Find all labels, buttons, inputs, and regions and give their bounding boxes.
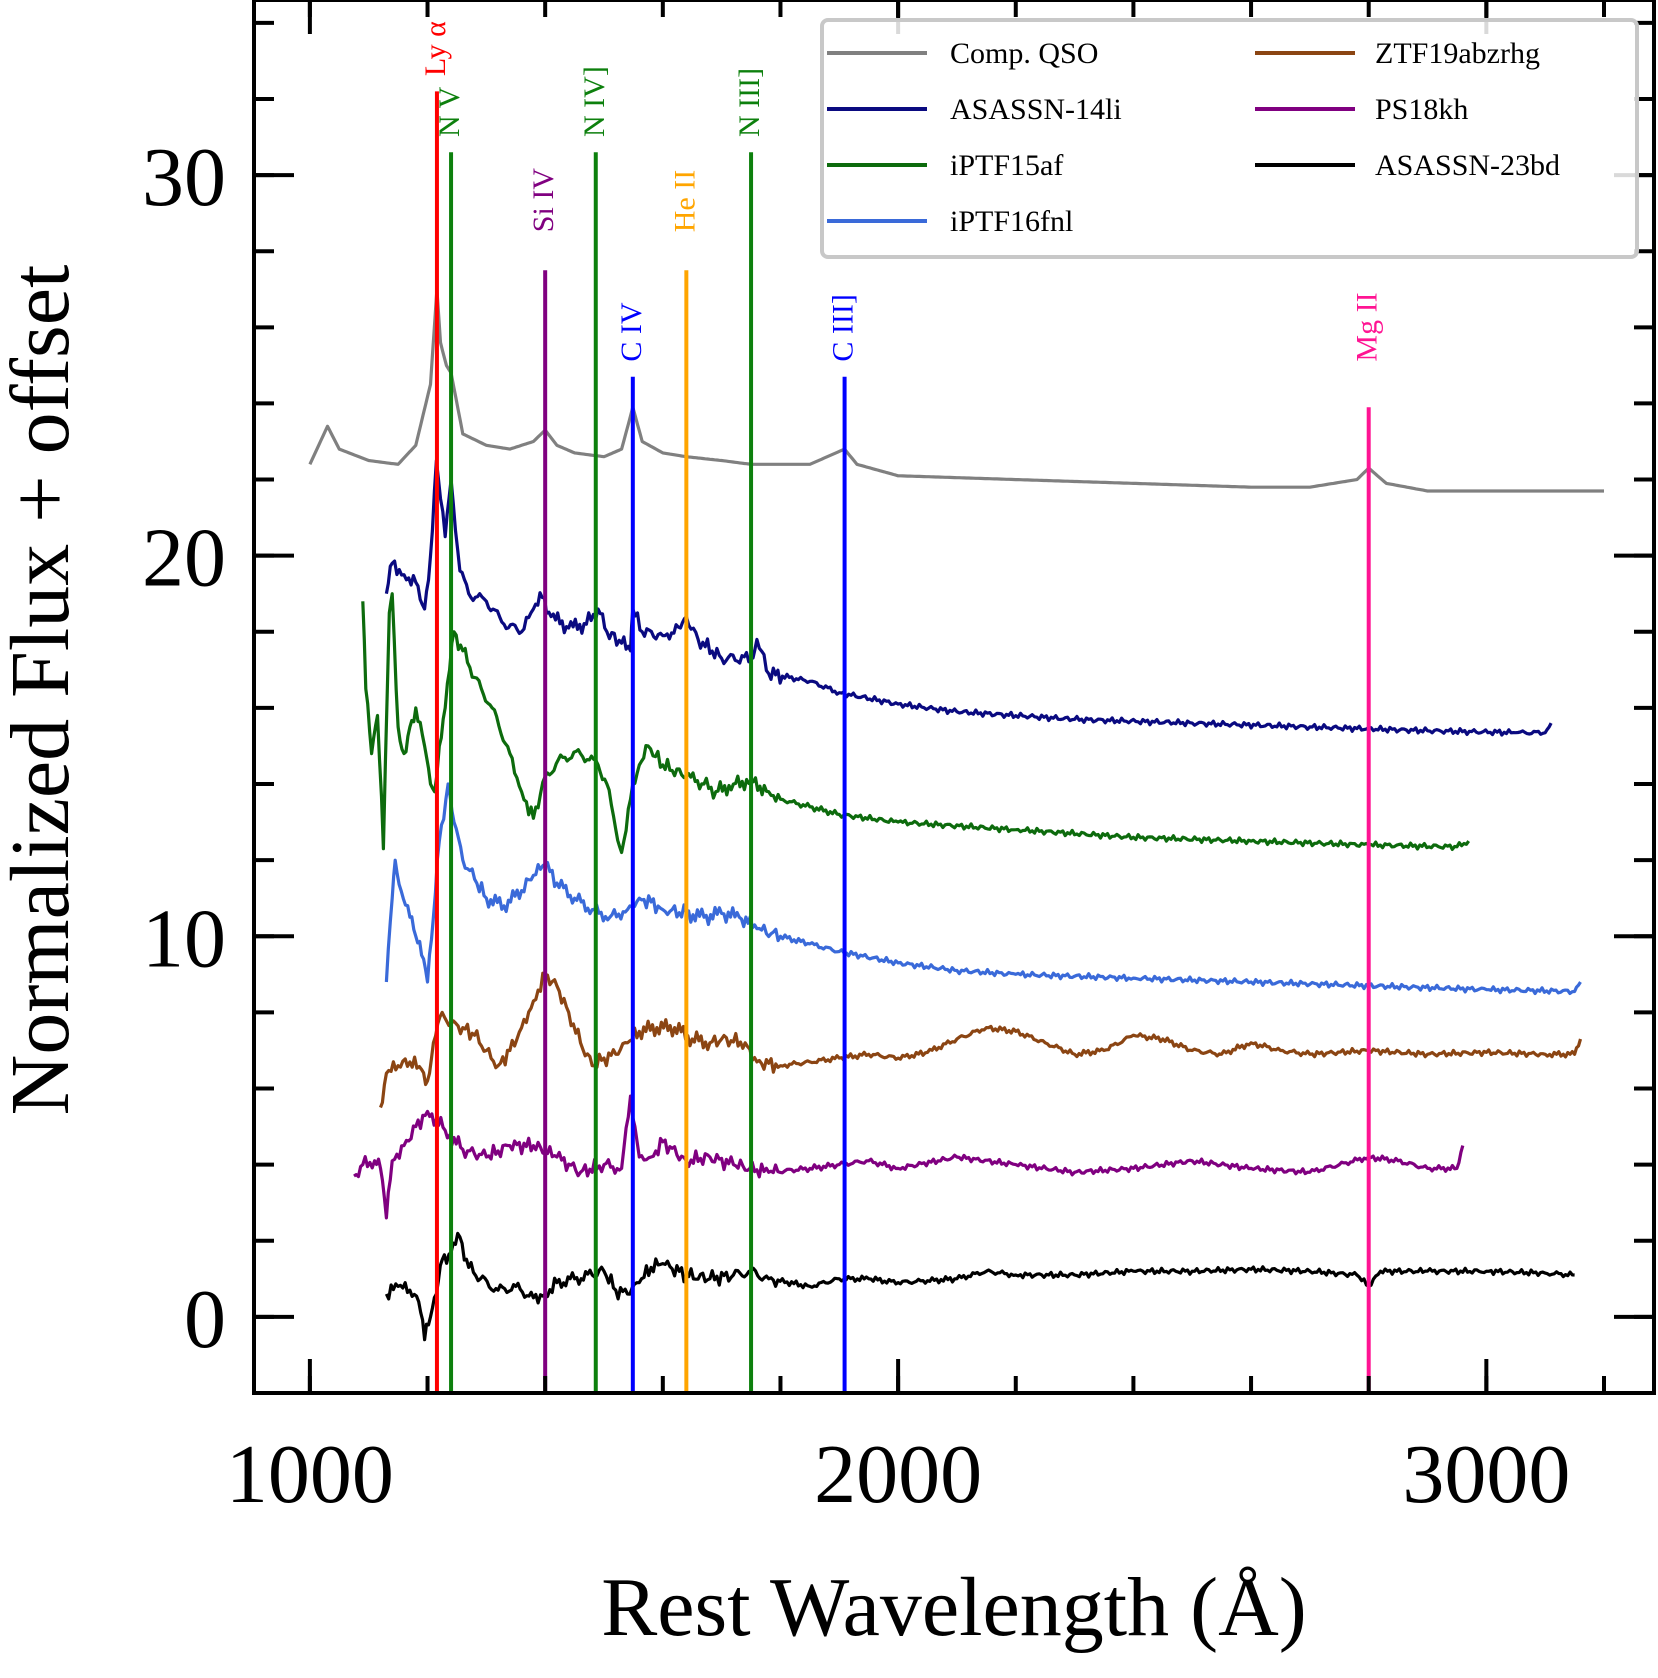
plot-frame: [252, 0, 1656, 1395]
legend-label: ZTF19abzrhg: [1375, 37, 1540, 70]
emission-lines-layer: Ly α N V Si IV N IV] C IV He II N III] C III] Mg…: [419, 21, 1384, 1393]
series-line: [379, 971, 1583, 1109]
legend-label: ASASSN-23bd: [1375, 149, 1560, 182]
y-tick-label: 20: [142, 512, 226, 605]
legend-entry: Comp. QSO: [827, 37, 1098, 70]
emission-line-label: He II: [668, 170, 701, 232]
series-line: [308, 287, 1604, 493]
emission-line-label: N IV]: [578, 66, 611, 137]
series-line: [384, 1231, 1575, 1342]
emission-line-label: Ly α: [419, 21, 452, 76]
legend: Comp. QSO ASASSN-14li iPTF15af iPTF16fnl…: [820, 18, 1639, 259]
y-tick-label: 0: [184, 1273, 226, 1366]
x-axis-title: Rest Wavelength (Å): [601, 1561, 1307, 1654]
emission-line-label: Si IV: [527, 168, 560, 233]
emission-line-label: N III]: [733, 68, 766, 137]
y-axis-title: Normalized Flux + offset: [0, 265, 87, 1116]
series-line: [384, 458, 1553, 737]
x-tick-label: 2000: [814, 1428, 982, 1521]
legend-box: [820, 18, 1639, 259]
legend-label: ASASSN-14li: [950, 93, 1122, 126]
y-tick-label: 10: [142, 892, 226, 985]
emission-line-label: C IV: [615, 302, 648, 362]
emission-line-label: N V: [433, 86, 466, 137]
legend-entry: iPTF15af: [827, 149, 1063, 182]
legend-label: iPTF16fnl: [950, 205, 1073, 238]
legend-entry: PS18kh: [1255, 93, 1468, 126]
emission-line-label: Mg II: [1351, 292, 1384, 361]
series-line: [361, 592, 1470, 855]
legend-label: PS18kh: [1375, 93, 1468, 126]
series-line: [384, 782, 1582, 996]
emission-line-label: C III]: [827, 294, 860, 361]
legend-label: iPTF15af: [950, 149, 1063, 182]
legend-entry: ZTF19abzrhg: [1255, 37, 1540, 70]
legend-label: Comp. QSO: [950, 37, 1098, 70]
legend-entry: ASASSN-23bd: [1255, 149, 1560, 182]
y-tick-label: 30: [142, 131, 226, 224]
x-tick-label: 1000: [226, 1428, 394, 1521]
legend-entry: ASASSN-14li: [827, 93, 1122, 126]
legend-entry: iPTF16fnl: [827, 205, 1073, 238]
series-line: [353, 1094, 1465, 1220]
x-tick-label: 3000: [1402, 1428, 1570, 1521]
series-layer: [308, 287, 1604, 1342]
